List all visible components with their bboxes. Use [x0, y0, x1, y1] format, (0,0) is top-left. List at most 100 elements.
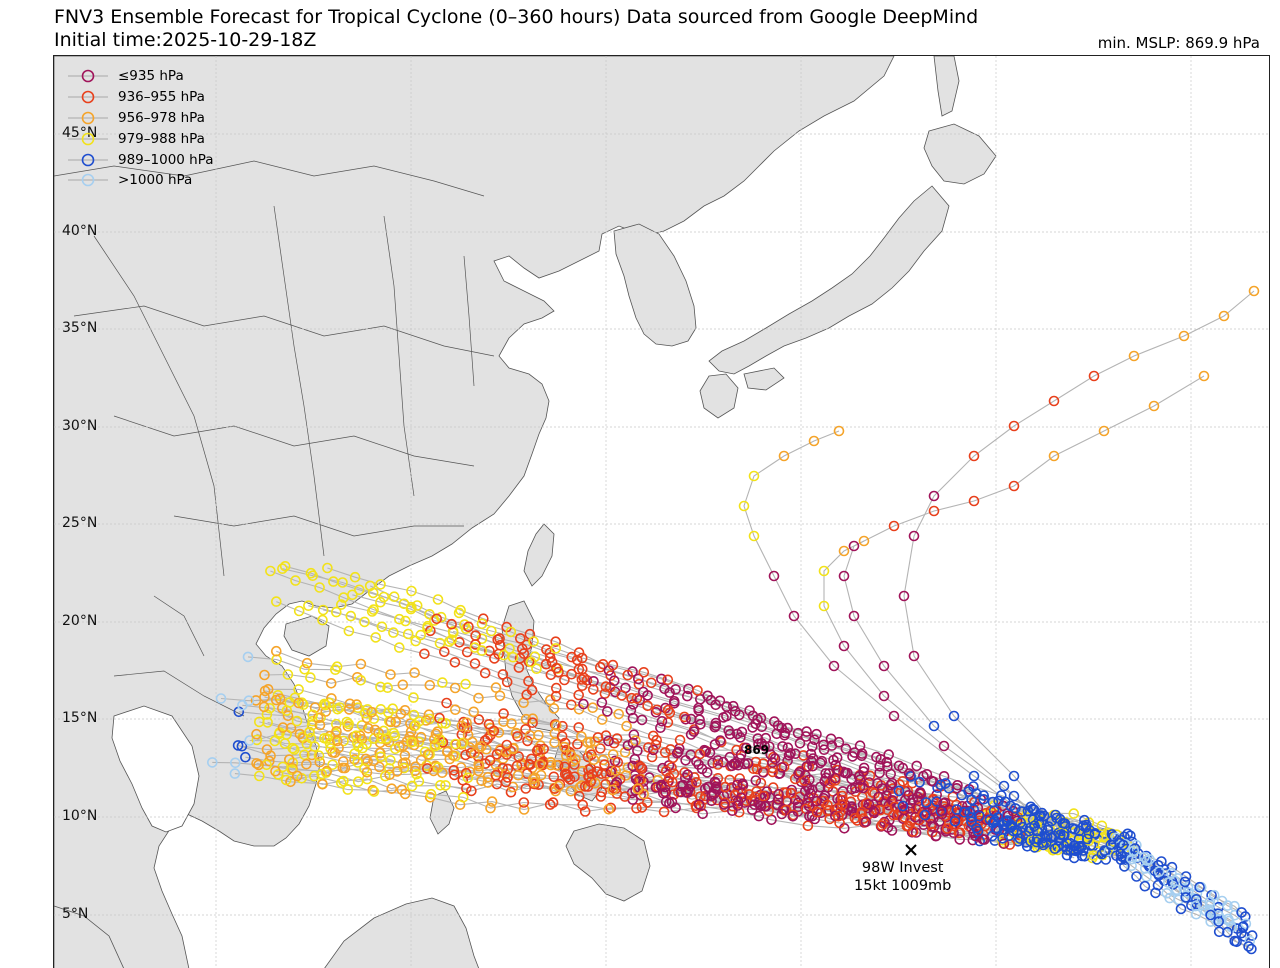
track-point — [446, 618, 457, 630]
track-point — [921, 768, 933, 780]
track-point — [888, 710, 900, 722]
track-point — [700, 746, 711, 757]
track-point — [476, 775, 487, 787]
track-point — [476, 618, 488, 630]
legend-label: 956–978 hPa — [118, 109, 205, 126]
track-point — [484, 645, 495, 657]
track-point — [724, 728, 736, 740]
track-point — [613, 708, 625, 720]
track-point — [1126, 860, 1137, 872]
track-point — [727, 700, 739, 712]
track-point — [808, 435, 820, 447]
track-point — [290, 575, 301, 586]
track-point — [738, 500, 750, 512]
track-point — [305, 732, 317, 744]
track-point — [799, 785, 811, 797]
track-point — [423, 709, 435, 721]
track-point — [838, 640, 850, 652]
track-point — [675, 786, 687, 798]
track-point — [456, 739, 467, 750]
track-point — [473, 692, 484, 704]
track-point — [264, 702, 275, 714]
track-point — [858, 535, 870, 547]
track-point — [1246, 943, 1257, 955]
track-point — [767, 762, 778, 774]
track-point — [833, 425, 845, 437]
initial-time: Initial time:2025-10-29-18Z — [54, 29, 317, 51]
track-point — [505, 626, 517, 638]
track-point — [1191, 893, 1202, 905]
track-point — [603, 735, 614, 747]
track-point — [272, 769, 284, 780]
lat-gridlines — [54, 133, 1269, 916]
track-point — [394, 613, 405, 625]
track-point — [338, 775, 349, 787]
track-point — [413, 775, 425, 787]
track-point — [469, 747, 480, 759]
track-point — [897, 800, 909, 812]
track-point — [254, 770, 265, 782]
track-point — [682, 769, 693, 781]
track-point — [286, 764, 298, 776]
track-point — [573, 790, 585, 802]
track-point — [523, 675, 534, 687]
track-point — [1029, 820, 1040, 832]
legend-label: >1000 hPa — [118, 172, 193, 189]
track-point — [420, 715, 432, 726]
track-point — [356, 720, 368, 731]
track-point — [462, 729, 474, 741]
track-point — [846, 801, 858, 813]
track-point — [978, 790, 990, 801]
track-point — [425, 788, 437, 800]
track-point — [693, 702, 704, 714]
track-point — [301, 758, 312, 770]
track-point — [951, 804, 963, 815]
track-point — [692, 685, 703, 696]
track-point — [388, 727, 400, 739]
track-point — [333, 742, 344, 754]
track-point — [587, 702, 599, 714]
legend-label: 989–1000 hPa — [118, 151, 214, 168]
track-point — [830, 759, 841, 771]
track-point — [293, 697, 304, 709]
track-point — [867, 799, 879, 810]
track-point — [513, 751, 525, 762]
track-point — [768, 716, 780, 727]
track-point — [758, 790, 769, 802]
track-point — [695, 718, 706, 730]
track-point — [338, 592, 349, 603]
track-point — [277, 563, 288, 575]
track-point — [531, 663, 542, 675]
track-point — [284, 754, 295, 765]
track-point — [794, 737, 806, 749]
track-point — [709, 721, 721, 733]
track-point — [893, 785, 905, 797]
track-point — [566, 651, 578, 663]
lat-label-20: 20°N — [62, 613, 98, 629]
track-point — [691, 777, 702, 788]
track-point — [751, 763, 763, 775]
track-point — [778, 450, 790, 462]
track-point — [578, 698, 589, 710]
map-canvas — [54, 56, 1269, 968]
lat-label-5: 5°N — [62, 906, 89, 922]
track-point — [313, 750, 325, 762]
track-point — [742, 758, 754, 769]
track-point — [855, 808, 867, 820]
track-point — [1140, 863, 1151, 874]
lat-label-25: 25°N — [62, 515, 98, 531]
track-point — [576, 663, 588, 675]
track-point — [816, 755, 828, 767]
track-point — [829, 772, 841, 784]
track-point — [802, 820, 814, 832]
track-point — [353, 584, 365, 596]
track-point — [1099, 845, 1110, 856]
track-point — [600, 681, 612, 692]
track-point — [428, 733, 440, 745]
track-point — [833, 736, 845, 748]
track-point — [291, 715, 303, 727]
track-point — [529, 772, 541, 784]
track-point — [243, 695, 255, 707]
track-point — [936, 805, 948, 817]
track-point — [718, 799, 730, 810]
